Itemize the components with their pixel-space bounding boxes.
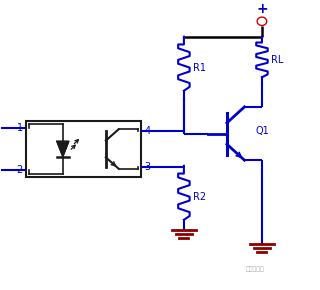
FancyBboxPatch shape: [26, 121, 141, 177]
Text: RL: RL: [271, 55, 283, 65]
Polygon shape: [57, 141, 69, 157]
Text: R2: R2: [193, 192, 206, 202]
Text: 3: 3: [144, 162, 150, 172]
Text: +: +: [256, 2, 268, 16]
Text: R1: R1: [193, 63, 206, 72]
Text: 1: 1: [17, 123, 23, 133]
Text: 4: 4: [144, 126, 150, 136]
Text: Q1: Q1: [256, 126, 269, 136]
Text: 硬件攻城狮: 硬件攻城狮: [246, 267, 265, 273]
Text: 2: 2: [17, 165, 23, 175]
